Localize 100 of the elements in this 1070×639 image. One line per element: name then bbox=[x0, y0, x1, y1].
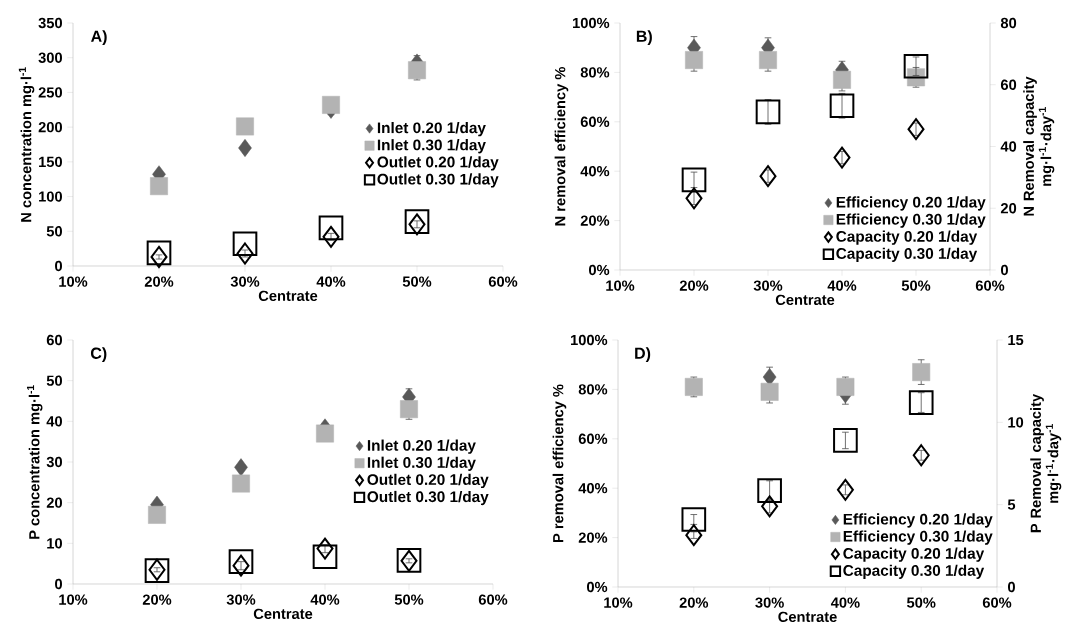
legend-label: Efficiency 0.20 1/day bbox=[843, 513, 993, 528]
y-tick-label: 300 bbox=[38, 52, 62, 63]
x-tick-label: 60% bbox=[975, 280, 1005, 291]
chart-title: C) bbox=[90, 347, 107, 363]
y-tick-label: 100% bbox=[573, 17, 610, 29]
x-tick-label: 20% bbox=[679, 280, 709, 291]
legend-label: Capacity 0.30 1/day bbox=[843, 564, 985, 579]
point bbox=[322, 95, 340, 114]
point bbox=[236, 242, 254, 265]
point bbox=[685, 51, 703, 69]
y-tick-label: 80% bbox=[580, 67, 610, 78]
point bbox=[833, 146, 851, 169]
x-tick-label: 20% bbox=[142, 594, 172, 605]
point bbox=[760, 382, 779, 401]
legend-label: Outlet 0.20 1/day bbox=[377, 156, 499, 171]
x-tick-label: 60% bbox=[488, 276, 518, 287]
y-tick-label: 50 bbox=[46, 375, 62, 386]
point bbox=[400, 400, 418, 419]
point bbox=[232, 231, 258, 257]
y-tick-label: 0% bbox=[588, 264, 610, 276]
y-tick-label: 60% bbox=[580, 116, 610, 127]
chart-title: A) bbox=[91, 30, 107, 46]
legend-label: Inlet 0.20 1/day bbox=[367, 439, 476, 454]
point bbox=[681, 167, 707, 193]
point bbox=[148, 505, 166, 524]
point bbox=[912, 363, 931, 382]
point bbox=[761, 495, 779, 518]
point bbox=[150, 177, 168, 196]
y2-tick-label: 80 bbox=[1000, 17, 1017, 29]
legend-label: Outlet 0.30 1/day bbox=[377, 173, 499, 188]
point bbox=[150, 245, 168, 268]
legend-label: Capacity 0.20 1/day bbox=[836, 230, 978, 245]
point bbox=[912, 444, 930, 467]
x-tick-label: 20% bbox=[144, 276, 174, 287]
point bbox=[318, 215, 344, 241]
x-tick-label: 10% bbox=[59, 276, 88, 287]
x-tick-label: 60% bbox=[478, 594, 508, 605]
x-tick-label: 30% bbox=[230, 276, 260, 287]
y-tick-label: 30 bbox=[46, 456, 62, 468]
x-tick-label: 50% bbox=[402, 276, 432, 287]
x-axis-title: Centrate bbox=[778, 611, 837, 623]
y-tick-label: 40% bbox=[580, 166, 610, 177]
y-axis-title: P removal efficiency % bbox=[552, 384, 567, 542]
point bbox=[322, 225, 340, 248]
x-tick-label: 10% bbox=[59, 594, 88, 605]
x-tick-label: 20% bbox=[679, 597, 709, 608]
y2-tick-label: 40 bbox=[1000, 141, 1017, 152]
legend-label: Inlet 0.20 1/day bbox=[377, 122, 486, 137]
point bbox=[908, 390, 934, 415]
x-tick-label: 50% bbox=[394, 594, 424, 605]
y-tick-label: 100% bbox=[571, 334, 608, 346]
legend-label: Capacity 0.30 1/day bbox=[836, 247, 978, 262]
y-tick-label: 20 bbox=[46, 497, 62, 508]
x-tick-label: 30% bbox=[755, 597, 784, 608]
legend-label: Inlet 0.30 1/day bbox=[377, 139, 486, 154]
y-tick-label: 0 bbox=[55, 260, 62, 272]
point bbox=[907, 118, 925, 141]
legend-label: Efficiency 0.30 1/day bbox=[843, 530, 993, 545]
point bbox=[228, 549, 254, 574]
legend-label: Inlet 0.30 1/day bbox=[367, 456, 476, 471]
legend-label: Efficiency 0.30 1/day bbox=[836, 213, 986, 228]
point bbox=[833, 428, 858, 453]
legend-label: Capacity 0.20 1/day bbox=[843, 547, 985, 562]
point bbox=[146, 240, 172, 266]
y2-tick-label: 0 bbox=[1001, 264, 1008, 276]
y2-tick-label: 15 bbox=[1008, 334, 1024, 346]
chart-title: B) bbox=[636, 30, 652, 46]
point bbox=[685, 524, 703, 547]
x-axis-title: Centrate bbox=[258, 290, 318, 302]
y2-tick-label: 10 bbox=[1008, 417, 1024, 428]
point bbox=[684, 377, 703, 396]
point bbox=[759, 51, 777, 69]
point bbox=[903, 53, 929, 79]
point bbox=[316, 537, 334, 560]
y-tick-label: 150 bbox=[39, 156, 62, 168]
x-tick-label: 50% bbox=[901, 280, 931, 291]
y-tick-label: 80% bbox=[578, 384, 608, 395]
y-tick-label: 100 bbox=[39, 191, 62, 202]
chart-title: D) bbox=[635, 347, 651, 363]
legend-label: Outlet 0.20 1/day bbox=[367, 473, 489, 489]
y-tick-label: 0% bbox=[586, 581, 608, 593]
x-tick-label: 30% bbox=[226, 594, 256, 605]
point bbox=[316, 424, 334, 443]
x-tick-label: 10% bbox=[606, 280, 635, 291]
y2-tick-label: 20 bbox=[1000, 203, 1017, 214]
legend-label: Efficiency 0.20 1/day bbox=[836, 196, 986, 211]
point bbox=[681, 507, 707, 532]
y-tick-label: 50 bbox=[46, 226, 62, 237]
point bbox=[836, 377, 855, 396]
y-axis-title: P concentration mg·l$^{-1}$ bbox=[26, 385, 43, 539]
x-tick-label: 10% bbox=[604, 597, 633, 608]
y-tick-label: 0 bbox=[55, 578, 62, 590]
point bbox=[836, 478, 854, 501]
y-tick-label: 60 bbox=[46, 334, 62, 346]
y-tick-label: 200 bbox=[38, 121, 62, 133]
point bbox=[759, 165, 777, 188]
y-tick-label: 40% bbox=[578, 483, 608, 494]
x-axis-title: Centrate bbox=[775, 294, 835, 306]
point bbox=[236, 117, 254, 136]
y-tick-label: 40 bbox=[46, 416, 62, 427]
